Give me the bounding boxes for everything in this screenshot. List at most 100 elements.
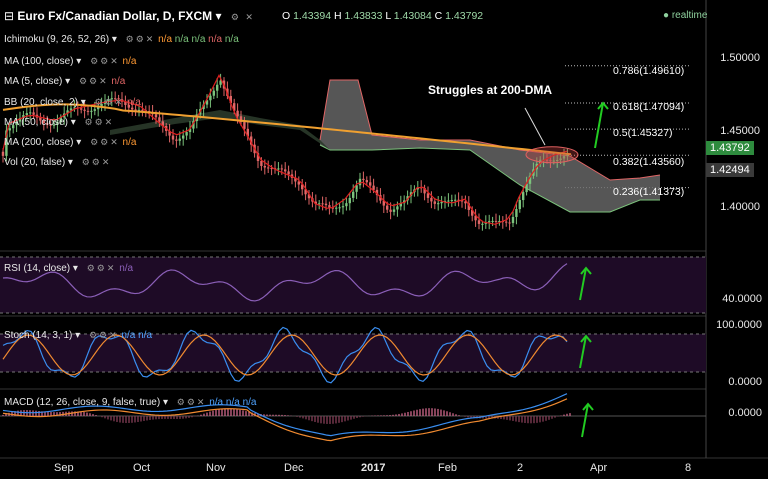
candle-body <box>389 209 392 212</box>
annotation-pointer <box>524 107 546 146</box>
candle-body <box>124 101 127 105</box>
x-tick: Nov <box>206 462 226 474</box>
candle-body <box>205 100 209 105</box>
candle-body <box>399 203 402 207</box>
candle-body <box>69 108 73 111</box>
candle-body <box>131 107 134 110</box>
macd-label[interactable]: MACD (12, 26, close, 9, false, true) ▾ ⚙… <box>4 397 257 408</box>
candle-body <box>365 180 368 183</box>
ma200-line <box>2 103 572 156</box>
candle-body <box>348 197 351 204</box>
candle-body <box>66 110 69 114</box>
indicator-ma100[interactable]: MA (100, close) ▾ ⚙⚙✕ n/a <box>4 56 137 67</box>
arrow-head-icon <box>597 101 609 110</box>
stoch-k-line <box>2 326 568 384</box>
indicator-bb[interactable]: BB (20, close, 2) ▾ ⚙⚙✕ n/a <box>4 97 141 108</box>
chevron-down-icon[interactable]: ▾ <box>215 9 222 23</box>
candle-body <box>423 188 426 194</box>
macd-signal-line <box>2 398 568 442</box>
fib-label-0618: 0.618(1.47094) <box>613 101 685 113</box>
stoch-label[interactable]: Stoch (14, 3, 1) ▾ ⚙⚙✕ n/a n/a <box>4 330 153 341</box>
candle-body <box>494 220 498 222</box>
candle-body <box>260 160 263 166</box>
candle-body <box>83 109 86 111</box>
candle-body <box>25 113 28 116</box>
candle-body <box>562 156 566 159</box>
candle-body <box>481 223 484 225</box>
candle-body <box>454 199 457 201</box>
x-tick: Dec <box>284 462 304 474</box>
candle-body <box>219 80 222 85</box>
candle-body <box>117 98 120 100</box>
settings-buttons[interactable]: ⚙ ✕ <box>230 12 255 22</box>
candle-body <box>280 168 283 170</box>
rsi-label[interactable]: RSI (14, close) ▾ ⚙⚙✕ n/a <box>4 263 134 274</box>
candle-body <box>328 205 331 208</box>
price-tick: 1.45000 <box>720 125 760 137</box>
candle-body <box>331 207 334 209</box>
ichimoku-cloud-early <box>110 110 330 150</box>
candle-body <box>209 95 212 101</box>
candle-body <box>256 153 260 161</box>
candle-body <box>22 115 25 119</box>
candle-body <box>56 121 59 125</box>
candle-body <box>314 201 317 204</box>
indicator-ma50[interactable]: MA (50, close) ▾ ⚙⚙✕ <box>4 117 115 128</box>
candle-body <box>202 104 205 110</box>
candle-body <box>464 201 467 204</box>
macd-line <box>2 393 568 437</box>
candle-body <box>341 206 345 208</box>
arrow-up-icon <box>594 102 604 149</box>
candle-body <box>216 84 219 91</box>
annotation-layer <box>524 101 609 438</box>
candle-body <box>471 209 474 216</box>
candle-body <box>239 116 243 123</box>
ma5-line <box>2 73 568 225</box>
indicator-ichimoku[interactable]: Ichimoku (9, 26, 52, 26) ▾ ⚙⚙✕ n/a n/a n… <box>4 34 239 45</box>
candle-body <box>386 205 389 210</box>
x-tick: 2017 <box>361 462 386 474</box>
candle-body <box>518 200 521 210</box>
candle-body <box>42 120 45 124</box>
cloud-price-tag: 1.42494 <box>706 163 754 177</box>
candle-body <box>437 203 440 205</box>
candle-body <box>440 202 443 204</box>
candle-body <box>426 193 430 198</box>
price-tick: 1.50000 <box>720 52 760 64</box>
indicator-ma5[interactable]: MA (5, close) ▾ ⚙⚙✕ n/a <box>4 76 126 87</box>
candle-body <box>338 207 341 209</box>
candle-body <box>107 99 110 102</box>
annotation-text: Struggles at 200-DMA <box>428 83 553 97</box>
candle-body <box>46 123 49 125</box>
candle-body <box>161 121 164 127</box>
candle-body <box>134 109 137 111</box>
indicator-vol[interactable]: Vol (20, false) ▾ ⚙⚙✕ <box>4 157 112 168</box>
candle-body <box>110 98 113 100</box>
candle-body <box>171 135 175 140</box>
candle-body <box>141 109 144 111</box>
last-price-tag: 1.43792 <box>706 141 754 155</box>
arrow-head-icon <box>580 266 592 275</box>
candle-body <box>182 135 185 139</box>
candle-body <box>515 209 518 217</box>
fib-label-0382: 0.382(1.43560) <box>613 156 685 168</box>
chart-header[interactable]: ⊟ Euro Fx/Canadian Dollar, D, FXCM ▾ ⚙ ✕ <box>4 9 255 23</box>
stoch-d-line <box>2 334 568 376</box>
x-tick: 2 <box>517 462 524 474</box>
candle-body <box>12 125 15 129</box>
candle-body <box>457 199 460 201</box>
candle-body <box>545 159 549 161</box>
candle-body <box>355 185 358 192</box>
candle-body <box>460 200 464 202</box>
candle-body <box>430 197 433 202</box>
collapse-icon[interactable]: ⊟ <box>4 9 15 23</box>
candle-body <box>522 192 525 201</box>
x-tick: Feb <box>438 462 457 474</box>
candle-body <box>52 124 56 126</box>
indicator-ma200[interactable]: MA (200, close) ▾ ⚙⚙✕ n/a <box>4 137 137 148</box>
candle-body <box>433 201 436 204</box>
candle-body <box>90 110 93 112</box>
candle-body <box>508 222 511 224</box>
